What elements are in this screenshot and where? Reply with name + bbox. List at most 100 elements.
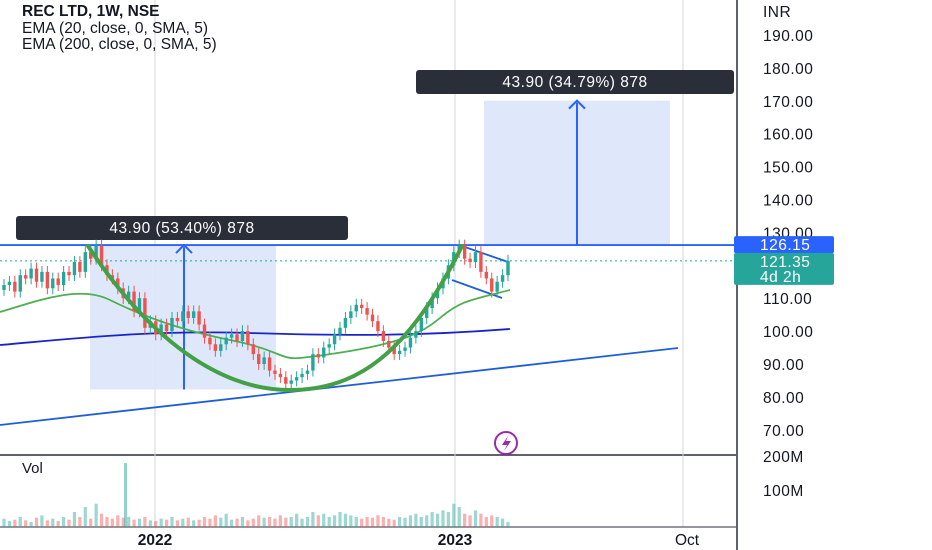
volume-bar	[305, 517, 310, 527]
price-tick-label: 190.00	[763, 28, 813, 45]
volume-bar	[40, 515, 44, 527]
measure-label-1: 43.90 (53.40%) 878	[109, 220, 254, 237]
volume-bar	[349, 515, 353, 527]
candle-body	[257, 354, 261, 364]
volume-bar	[419, 517, 423, 527]
candle-body	[13, 281, 17, 292]
candle-body	[267, 357, 272, 371]
volume-bar	[116, 515, 120, 527]
volume-bar	[457, 507, 461, 527]
volume-bar	[332, 515, 337, 527]
price-axis[interactable]: INR 190.00 180.00 170.00 160.00 150.00 140.00 1…	[734, 0, 834, 550]
trendlines[interactable]	[0, 244, 736, 426]
candle-body	[67, 271, 71, 276]
lightning-icon	[494, 431, 518, 455]
volume-bar	[94, 503, 98, 527]
volume-bar	[202, 517, 207, 527]
candle-body	[506, 260, 510, 276]
volume-bar	[89, 518, 93, 527]
flag-upper-line	[461, 245, 509, 263]
volume-bar	[392, 519, 396, 527]
legend-ema20[interactable]: EMA (20, close, 0, SMA, 5)	[22, 19, 209, 37]
volume-bar	[295, 513, 299, 527]
candle-body	[403, 347, 407, 351]
candle-body	[490, 278, 494, 292]
volume-bar	[425, 515, 429, 527]
candle-body	[484, 271, 489, 279]
volume-bar	[240, 517, 245, 527]
volume-bar	[398, 517, 402, 527]
candle-body	[61, 271, 66, 286]
volume-bar	[500, 518, 505, 527]
price-tick-label: 90.00	[763, 357, 804, 374]
candle-body	[202, 324, 207, 338]
candle-body	[284, 377, 288, 384]
volume-bar	[72, 512, 77, 527]
candle-body	[45, 271, 50, 289]
candle-body	[78, 262, 82, 272]
volume-bar	[495, 517, 499, 527]
volume-bar	[327, 517, 331, 527]
volume-bar	[479, 513, 483, 527]
candle-body	[99, 245, 104, 266]
candle-body	[338, 327, 342, 335]
volume-tick-label: 200M	[763, 449, 804, 466]
volume-bar	[381, 517, 385, 527]
measure-label-2: 43.90 (34.79%) 878	[502, 74, 647, 91]
legend-ema200[interactable]: EMA (200, close, 0, SMA, 5)	[22, 36, 217, 53]
currency-label: INR	[763, 4, 791, 21]
volume-bar	[311, 512, 315, 527]
candle-body	[300, 373, 304, 378]
candle-body	[56, 278, 60, 286]
candle-body	[500, 275, 505, 282]
volume-bar	[267, 517, 272, 527]
cup-pattern[interactable]	[86, 244, 464, 393]
volume-bar	[338, 512, 342, 527]
candle-body	[83, 252, 87, 272]
candle-body	[316, 354, 321, 358]
measure-tools[interactable]: 43.90 (53.40%) 878 43.90 (34.79%) 878	[16, 70, 734, 390]
time-axis[interactable]: 2022 2023 Oct	[138, 532, 700, 549]
candle-body	[224, 337, 228, 345]
volume-bar	[246, 520, 250, 527]
volume-bar	[105, 517, 109, 527]
volume-bar	[251, 518, 255, 527]
volume-bar	[175, 520, 180, 527]
volume-bar	[148, 520, 152, 527]
volume-bar	[18, 517, 22, 527]
volume-pane-label[interactable]: Vol	[22, 460, 43, 477]
candle-body	[370, 314, 375, 322]
level-badge	[734, 236, 834, 254]
volume-bar	[262, 517, 266, 527]
price-tick-label: 170.00	[763, 94, 813, 111]
volume-bar	[29, 522, 33, 527]
volume-bar	[78, 517, 82, 527]
time-label: 2023	[438, 532, 473, 549]
volume-bars	[2, 463, 510, 527]
volume-bar	[110, 518, 114, 527]
candle-body	[170, 317, 174, 332]
legend-symbol-title[interactable]: REC LTD, 1W, NSE	[22, 3, 160, 20]
candle-body	[473, 252, 478, 263]
volume-bar	[473, 510, 478, 527]
candle-body	[175, 317, 180, 322]
volume-bar	[376, 515, 380, 527]
volume-bar	[2, 518, 6, 527]
volume-bar	[257, 515, 261, 527]
candle-body	[311, 354, 315, 371]
volume-bar	[67, 519, 71, 527]
candle-body	[349, 311, 353, 318]
volume-bar	[219, 517, 223, 527]
price-tick-label: 110.00	[763, 291, 812, 308]
volume-bar	[62, 517, 66, 527]
candle-body	[332, 334, 337, 345]
volume-bar	[463, 513, 467, 527]
candle-body	[164, 324, 169, 332]
volume-bar	[159, 518, 163, 527]
volume-bar	[13, 519, 17, 527]
candle-body	[322, 347, 326, 358]
candle-body	[181, 311, 185, 322]
volume-bar	[370, 517, 375, 527]
candle-body	[208, 337, 212, 345]
